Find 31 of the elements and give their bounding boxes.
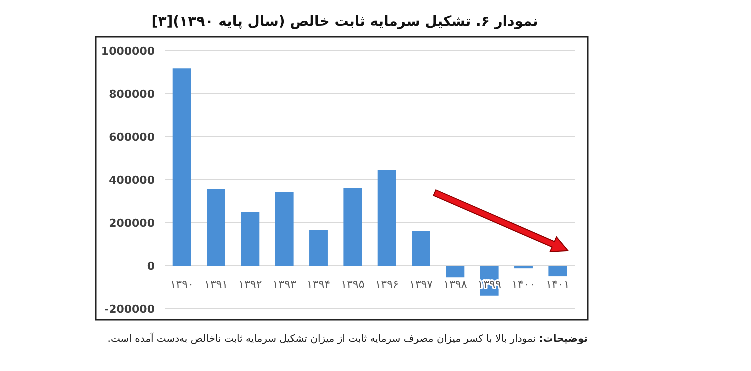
bar: [172, 68, 192, 266]
x-tick-label: ۱۳۹۶: [375, 278, 399, 291]
bar: [446, 266, 465, 278]
y-tick-label: 800000: [109, 88, 156, 101]
bar: [344, 188, 362, 266]
y-tick-label: 600000: [109, 131, 156, 144]
bar: [514, 266, 533, 269]
y-tick-label: 0: [147, 260, 156, 273]
bar: [412, 231, 430, 266]
bar: [310, 230, 328, 266]
x-tick-label: ۱۳۹۴: [306, 278, 331, 291]
x-tick-label: ۱۳۹۸: [444, 278, 468, 291]
bar: [548, 266, 568, 277]
x-tick-label: ۱۳۹۳: [272, 278, 296, 291]
y-tick-label: 1000000: [101, 45, 156, 58]
x-tick-label: ۱۳۹۲: [238, 278, 262, 291]
x-tick-label: ۱۴۰۰: [512, 278, 536, 291]
x-tick-label: ۱۳۹۱: [204, 278, 228, 291]
y-tick-label: -200000: [104, 303, 156, 316]
bar: [275, 192, 294, 266]
x-tick-label: ۱۳۹۷: [409, 278, 434, 291]
text: توضیحات: نمودار بالا با کسر میزان مصرف سرمایه ثابت از میزان تشکیل سرمایه ثابت ناخالص به‌دست آمده است.: [108, 332, 588, 345]
bar: [241, 212, 260, 266]
x-tick-label: ۱۳۹۵: [341, 278, 365, 291]
y-tick-label: 400000: [109, 174, 156, 187]
x-tick-label: ۱۴۰۱: [546, 278, 570, 291]
chart-title: نمودار ۶. تشکیل سرمایه ثابت خالص (سال پایه ۱۳۹۰)[۳]: [152, 14, 538, 30]
bar: [207, 189, 226, 266]
x-tick-label: ۱۳۹۰: [170, 278, 194, 291]
bar: [378, 170, 396, 266]
y-tick-label: 200000: [109, 217, 156, 230]
